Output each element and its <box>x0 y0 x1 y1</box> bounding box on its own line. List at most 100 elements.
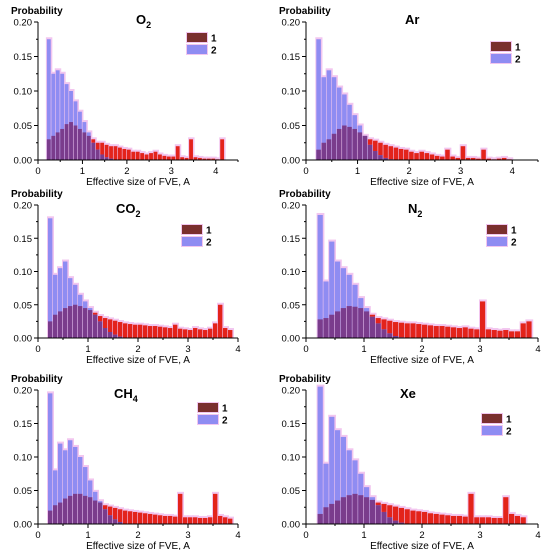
bar-series-1-overlap <box>364 497 370 524</box>
bar-series-1-overlap <box>58 311 63 338</box>
bar-series-1-overlap <box>63 498 68 524</box>
bar-series-2 <box>329 241 335 338</box>
bar-series-1-overlap <box>342 125 347 160</box>
bar-series-1 <box>450 156 455 160</box>
bar-series-1 <box>503 330 509 338</box>
x-tick-label: 0 <box>303 166 308 177</box>
bar-series-1 <box>485 329 491 338</box>
legend-label: 2 <box>211 46 217 57</box>
bar-series-1 <box>218 515 223 524</box>
bar-series-1 <box>496 158 502 160</box>
bar-series-1-overlap <box>53 314 58 338</box>
bar-series-1 <box>213 323 218 338</box>
bar-series-1 <box>183 329 188 338</box>
y-tick-label: 0.10 <box>14 267 33 278</box>
bar-series-1 <box>403 149 409 160</box>
bar-series-1 <box>220 139 225 160</box>
bar-series-2 <box>53 274 58 338</box>
y-tick-label: 0.20 <box>282 201 301 212</box>
bar-series-1-overlap <box>73 493 78 524</box>
x-tick-label: 0 <box>35 344 40 355</box>
x-tick-label: 1 <box>80 166 85 177</box>
y-tick-label: 0.15 <box>282 234 301 245</box>
bar-series-1-overlap <box>357 132 363 160</box>
x-tick-label: 0 <box>35 530 40 541</box>
x-tick-label: 3 <box>477 344 482 355</box>
bar-series-2 <box>335 261 341 338</box>
x-tick-label: 3 <box>477 530 482 541</box>
x-tick-label: 1 <box>361 530 366 541</box>
y-tick-label: 0.00 <box>14 156 33 167</box>
bar-series-1 <box>168 515 173 524</box>
legend-label: 1 <box>206 226 212 237</box>
chart-title-main: N <box>408 201 417 216</box>
bar-series-1 <box>218 304 223 338</box>
bar-series-1-overlap <box>78 493 83 524</box>
bar-series-1-overlap <box>48 321 53 338</box>
bar-series-1 <box>526 321 532 338</box>
bar-series-1 <box>410 510 416 524</box>
y-tick-label: 0.15 <box>14 234 33 245</box>
x-tick-label: 4 <box>535 530 540 541</box>
x-tick-label: 4 <box>535 344 540 355</box>
bar-series-1-overlap <box>375 505 381 524</box>
y-axis-label: Probability <box>279 374 331 385</box>
chart-title-main: CO <box>116 201 136 216</box>
bar-series-1-overlap <box>378 155 383 160</box>
bar-series-2 <box>335 430 341 524</box>
chart-title-subscript: 2 <box>146 20 151 30</box>
bar-series-1 <box>433 326 439 338</box>
bar-series-1 <box>178 328 183 338</box>
bar-series-1-overlap <box>98 502 103 524</box>
bar-series-1 <box>128 511 133 524</box>
bar-series-1 <box>445 326 451 338</box>
bar-series-1 <box>188 330 193 338</box>
legend-label: 2 <box>206 238 212 249</box>
bar-series-1 <box>158 154 162 160</box>
bar-series-1 <box>514 331 520 338</box>
x-tick-label: 3 <box>169 166 174 177</box>
legend-swatch-2 <box>487 237 507 246</box>
x-axis-label: Effective size of FVE, A <box>370 541 474 550</box>
bar-series-2 <box>48 218 53 338</box>
bar-series-1 <box>509 331 515 338</box>
y-tick-label: 0.15 <box>14 419 33 430</box>
bar-series-1 <box>133 511 138 524</box>
bar-series-1-overlap <box>317 513 323 524</box>
x-tick-label: 2 <box>124 166 129 177</box>
bar-series-1 <box>153 514 158 524</box>
bar-series-1 <box>162 155 167 160</box>
bar-series-1 <box>208 328 213 338</box>
y-tick-label: 0.20 <box>282 18 301 29</box>
bar-series-1 <box>171 156 176 160</box>
bar-series-1 <box>193 157 198 160</box>
bar-series-1-overlap <box>387 333 393 338</box>
bar-series-1-overlap <box>58 502 63 524</box>
bar-series-1 <box>439 326 445 338</box>
bar-series-1-overlap <box>326 139 332 160</box>
chart-panel-3: 0.000.050.100.150.200 1 2 3 4ProbabilityEffe… <box>11 189 241 366</box>
x-tick-label: 3 <box>458 166 463 177</box>
bar-series-1-overlap <box>346 306 352 338</box>
bar-series-1 <box>166 156 171 160</box>
y-axis-label: Probability <box>11 6 63 17</box>
bar-series-1 <box>122 148 127 160</box>
bar-series-1 <box>481 149 486 160</box>
bar-series-1 <box>514 515 520 524</box>
bar-series-1 <box>128 324 133 338</box>
bar-series-2 <box>326 70 332 160</box>
bar-series-1 <box>462 516 468 524</box>
legend-label: 2 <box>222 416 228 427</box>
bar-series-1 <box>213 493 218 524</box>
bar-series-1 <box>419 151 424 160</box>
bar-series-1-overlap <box>398 522 404 524</box>
bar-halo <box>490 157 498 160</box>
bar-series-1 <box>460 146 466 160</box>
bar-series-1-overlap <box>387 517 393 524</box>
bar-series-2 <box>51 73 56 160</box>
bar-series-1 <box>100 142 105 155</box>
bar-series-2 <box>73 446 78 524</box>
legend-label: 1 <box>515 43 521 54</box>
bar-series-2 <box>321 77 327 160</box>
bar-series-1-overlap <box>383 157 388 160</box>
